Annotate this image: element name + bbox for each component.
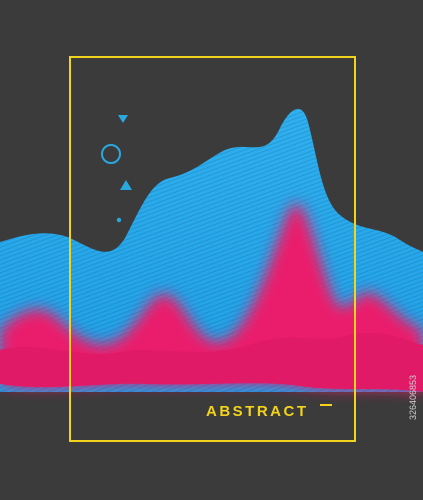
stock-id: 326406853 [408, 375, 418, 420]
pink-wave-base [0, 332, 423, 392]
triangle-up [120, 180, 132, 190]
dot-icon [116, 217, 122, 223]
circle-icon [101, 144, 121, 164]
poster-title: ABSTRACT [206, 403, 309, 420]
frame [69, 56, 356, 442]
triangle-down [118, 115, 128, 123]
